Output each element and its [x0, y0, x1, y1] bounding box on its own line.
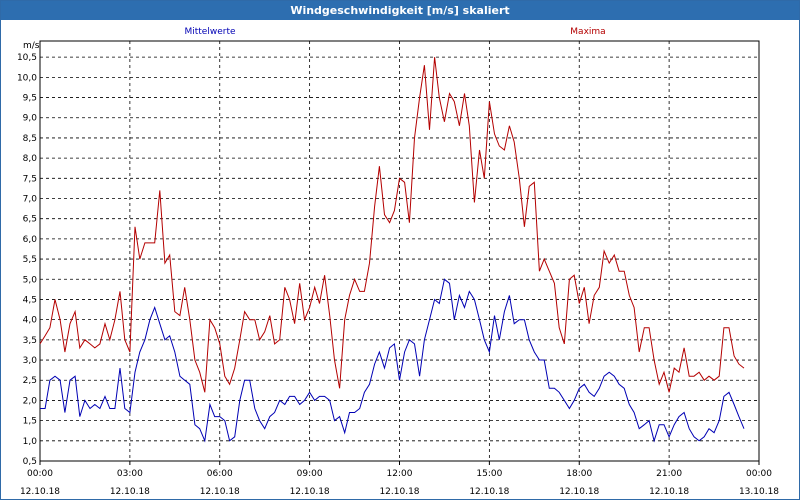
y-tick-label: 8,0	[23, 154, 38, 164]
y-tick-label: 5,5	[23, 255, 37, 265]
y-tick-label: 5,0	[23, 275, 38, 285]
window-title: Windgeschwindigkeit [m/s] skaliert	[1, 1, 799, 20]
x-tick-time: 03:00	[117, 469, 143, 479]
x-tick-date: 12.10.18	[649, 487, 689, 497]
x-tick-date: 12.10.18	[200, 487, 240, 497]
x-tick-time: 00:00	[746, 469, 772, 479]
y-tick-label: 10,0	[17, 73, 37, 83]
y-tick-label: 1,5	[23, 417, 37, 427]
y-tick-label: 6,0	[23, 235, 38, 245]
y-tick-label: 3,5	[23, 336, 37, 346]
y-tick-label: 3,0	[23, 356, 38, 366]
x-tick-date: 12.10.18	[110, 487, 150, 497]
x-tick-date: 12.10.18	[290, 487, 330, 497]
y-tick-label: 10,5	[17, 53, 37, 63]
y-tick-label: 2,0	[23, 396, 38, 406]
series-lines	[39, 57, 745, 443]
y-tick-label: 4,5	[23, 295, 37, 305]
y-tick-label: 7,5	[23, 174, 37, 184]
y-tick-label: 4,0	[23, 316, 38, 326]
x-tick-time: 06:00	[207, 469, 233, 479]
y-tick-label: 6,5	[23, 215, 37, 225]
grid	[39, 40, 760, 465]
y-axis-unit: m/s	[23, 41, 40, 51]
x-tick-time: 18:00	[566, 469, 592, 479]
x-tick-labels: 00:00 12.10.18 03:00 12.10.18 06:00 12.10.18 0…	[20, 469, 779, 497]
x-tick-date: 13.10.18	[739, 487, 779, 497]
x-tick-date: 12.10.18	[469, 487, 509, 497]
y-tick-label: 1,0	[23, 437, 38, 447]
x-tick-time: 00:00	[27, 469, 53, 479]
y-tick-label: 9,5	[23, 94, 37, 104]
series-line-mittelwerte	[40, 278, 745, 443]
x-tick-date: 12.10.18	[379, 487, 419, 497]
legend-maxima: Maxima	[570, 27, 605, 37]
series-line-maxima	[39, 57, 745, 393]
y-tick-label: 8,5	[23, 134, 37, 144]
x-tick-time: 09:00	[297, 469, 323, 479]
legend-mittelwerte: Mittelwerte	[184, 27, 235, 37]
x-tick-date: 12.10.18	[20, 487, 60, 497]
y-tick-label: 9,0	[23, 114, 38, 124]
wind-speed-chart: Mittelwerte Maxima m/s 0,5 1,0 1,5 2,0 2,5 3,…	[17, 27, 779, 497]
x-tick-time: 21:00	[656, 469, 682, 479]
x-tick-date: 12.10.18	[559, 487, 599, 497]
x-tick-time: 15:00	[476, 469, 502, 479]
y-tick-label: 7,0	[23, 195, 38, 205]
y-tick-labels: 0,5 1,0 1,5 2,0 2,5 3,0 3,5 4,0 4,5 5,0 5,5 6,0 6,5 7…	[17, 53, 37, 467]
y-tick-label: 0,5	[23, 457, 37, 467]
y-tick-label: 2,5	[23, 376, 37, 386]
x-tick-time: 12:00	[387, 469, 413, 479]
